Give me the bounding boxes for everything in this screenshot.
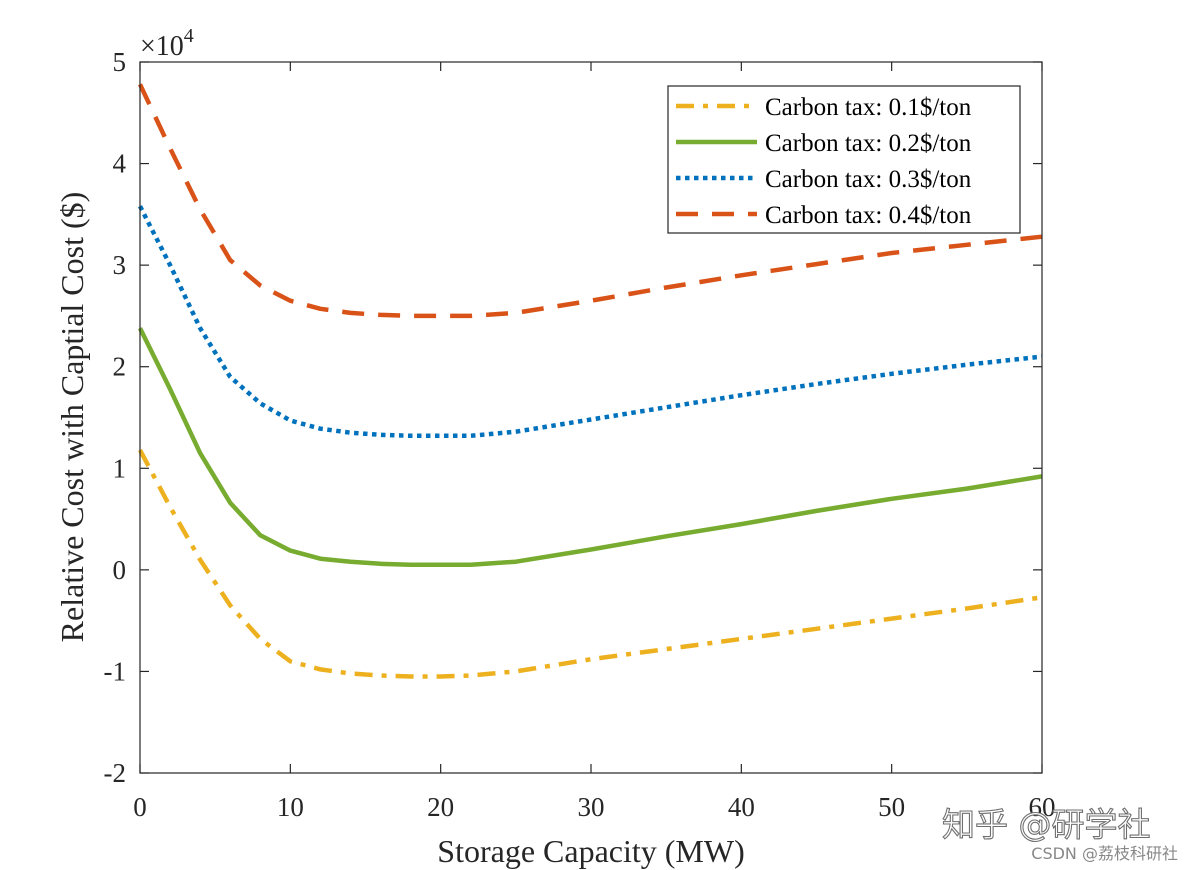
series-lines bbox=[137, 83, 1043, 679]
y-tick-label: 0 bbox=[113, 555, 127, 585]
legend-label-3: Carbon tax: 0.3$/ton bbox=[765, 166, 972, 193]
series-line-2 bbox=[137, 327, 1043, 568]
legend-label-4: Carbon tax: 0.4$/ton bbox=[765, 202, 972, 229]
legend-label-1: Carbon tax: 0.1$/ton bbox=[765, 94, 972, 121]
watermark-main: 知乎 @研学社 bbox=[942, 805, 1151, 844]
x-tick-label: 40 bbox=[728, 792, 755, 822]
legend: Carbon tax: 0.1$/ton Carbon tax: 0.2$/ton… bbox=[667, 85, 1021, 234]
y-tick-label: 4 bbox=[113, 149, 127, 179]
x-axis-title: Storage Capacity (MW) bbox=[437, 833, 744, 869]
series-line-1 bbox=[138, 448, 1043, 679]
y-tick-label: 3 bbox=[113, 250, 127, 280]
watermark-sub: CSDN @荔枝科研社 bbox=[1031, 844, 1178, 863]
legend-box bbox=[667, 85, 1021, 234]
y-axis-title: Relative Cost with Captial Cost ($) bbox=[54, 192, 90, 643]
y-tick-label: -2 bbox=[104, 758, 127, 788]
x-tick-label: 0 bbox=[133, 792, 147, 822]
axis-ticks: 0 10 20 30 40 50 60 -2 -1 0 1 2 3 4 5 bbox=[104, 47, 1056, 822]
y-tick-label: -1 bbox=[104, 656, 127, 686]
x-tick-label: 30 bbox=[578, 792, 605, 822]
x-tick-label: 50 bbox=[878, 792, 905, 822]
legend-label-2: Carbon tax: 0.2$/ton bbox=[765, 130, 972, 157]
x-tick-label: 60 bbox=[1029, 792, 1056, 822]
x-tick-label: 10 bbox=[277, 792, 304, 822]
y-tick-label: 1 bbox=[113, 453, 127, 483]
series-line-3 bbox=[137, 205, 1043, 439]
x-tick-label: 20 bbox=[427, 792, 454, 822]
y-tick-label: 5 bbox=[113, 47, 127, 77]
y-tick-label: 2 bbox=[113, 352, 127, 382]
y-multiplier-label: ×104 bbox=[140, 25, 194, 62]
series-line-4 bbox=[137, 83, 1043, 319]
